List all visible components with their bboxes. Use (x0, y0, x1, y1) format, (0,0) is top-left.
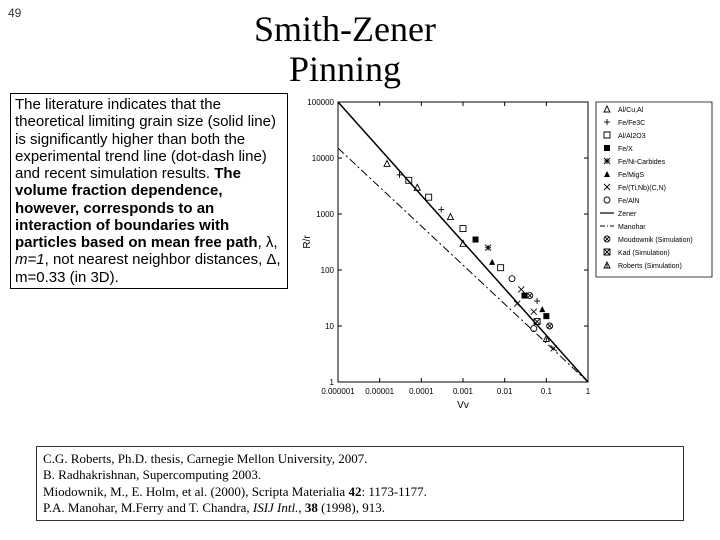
svg-text:10: 10 (325, 322, 334, 331)
ref-3: Miodownik, M., E. Holm, et al. (2000), S… (43, 484, 677, 500)
svg-text:100: 100 (321, 266, 335, 275)
svg-text:10000: 10000 (312, 154, 335, 163)
svg-text:Fe/Ni-Carbides: Fe/Ni-Carbides (618, 159, 666, 166)
ref-2: B. Radhakrishnan, Supercomputing 2003. (43, 467, 677, 483)
svg-text:0.1: 0.1 (541, 387, 553, 396)
svg-text:Fe/(Ti,Nb)(C,N): Fe/(Ti,Nb)(C,N) (618, 185, 666, 192)
svg-text:Al/Cu,Al: Al/Cu,Al (618, 107, 644, 114)
body-seg4: m=1 (15, 251, 45, 268)
svg-text:Fe/MigS: Fe/MigS (618, 172, 644, 179)
svg-text:0.000001: 0.000001 (321, 387, 355, 396)
svg-text:1000: 1000 (316, 210, 334, 219)
ref-1: C.G. Roberts, Ph.D. thesis, Carnegie Mel… (43, 451, 677, 467)
svg-text:R/r: R/r (302, 235, 313, 249)
svg-text:Al/Al2O3: Al/Al2O3 (618, 133, 646, 140)
svg-text:Roberts (Simulation): Roberts (Simulation) (618, 263, 682, 270)
svg-text:100000: 100000 (307, 98, 334, 107)
chart: 0.000001 0.00001 0.0001 0.001 0.01 0.1 1 1 10 100… (298, 90, 714, 430)
svg-text:0.0001: 0.0001 (409, 387, 434, 396)
svg-text:1: 1 (330, 378, 335, 387)
body-seg3: , λ, (258, 234, 278, 251)
svg-text:Zener: Zener (618, 211, 637, 218)
svg-text:Moudownik (Simulation): Moudownik (Simulation) (618, 237, 693, 244)
svg-text:0.001: 0.001 (453, 387, 474, 396)
references: C.G. Roberts, Ph.D. thesis, Carnegie Mel… (36, 446, 684, 521)
svg-text:Fe/AlN: Fe/AlN (618, 198, 639, 205)
svg-text:Vv: Vv (457, 400, 469, 411)
svg-text:0.01: 0.01 (497, 387, 513, 396)
body-seg5: , not nearest neighbor distances, Δ, m=0… (15, 251, 281, 285)
svg-text:Fe/Fe3C: Fe/Fe3C (618, 120, 645, 127)
svg-text:Fe/X: Fe/X (618, 146, 633, 153)
svg-text:1: 1 (586, 387, 591, 396)
svg-text:0.00001: 0.00001 (365, 387, 394, 396)
slide-number: 49 (8, 6, 21, 20)
svg-text:Kad (Simulation): Kad (Simulation) (618, 250, 670, 257)
body-text: The literature indicates that the theore… (10, 93, 288, 289)
slide-title: Smith-Zener Pinning (240, 10, 450, 89)
ref-4: P.A. Manohar, M.Ferry and T. Chandra, IS… (43, 500, 677, 516)
svg-text:Manohar: Manohar (618, 224, 646, 231)
